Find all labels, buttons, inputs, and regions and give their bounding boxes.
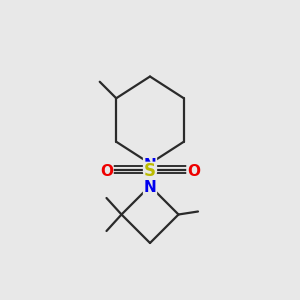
Text: O: O	[100, 164, 113, 178]
Text: S: S	[144, 163, 156, 181]
Text: N: N	[144, 158, 156, 172]
Text: N: N	[144, 180, 156, 195]
Text: O: O	[187, 164, 200, 178]
